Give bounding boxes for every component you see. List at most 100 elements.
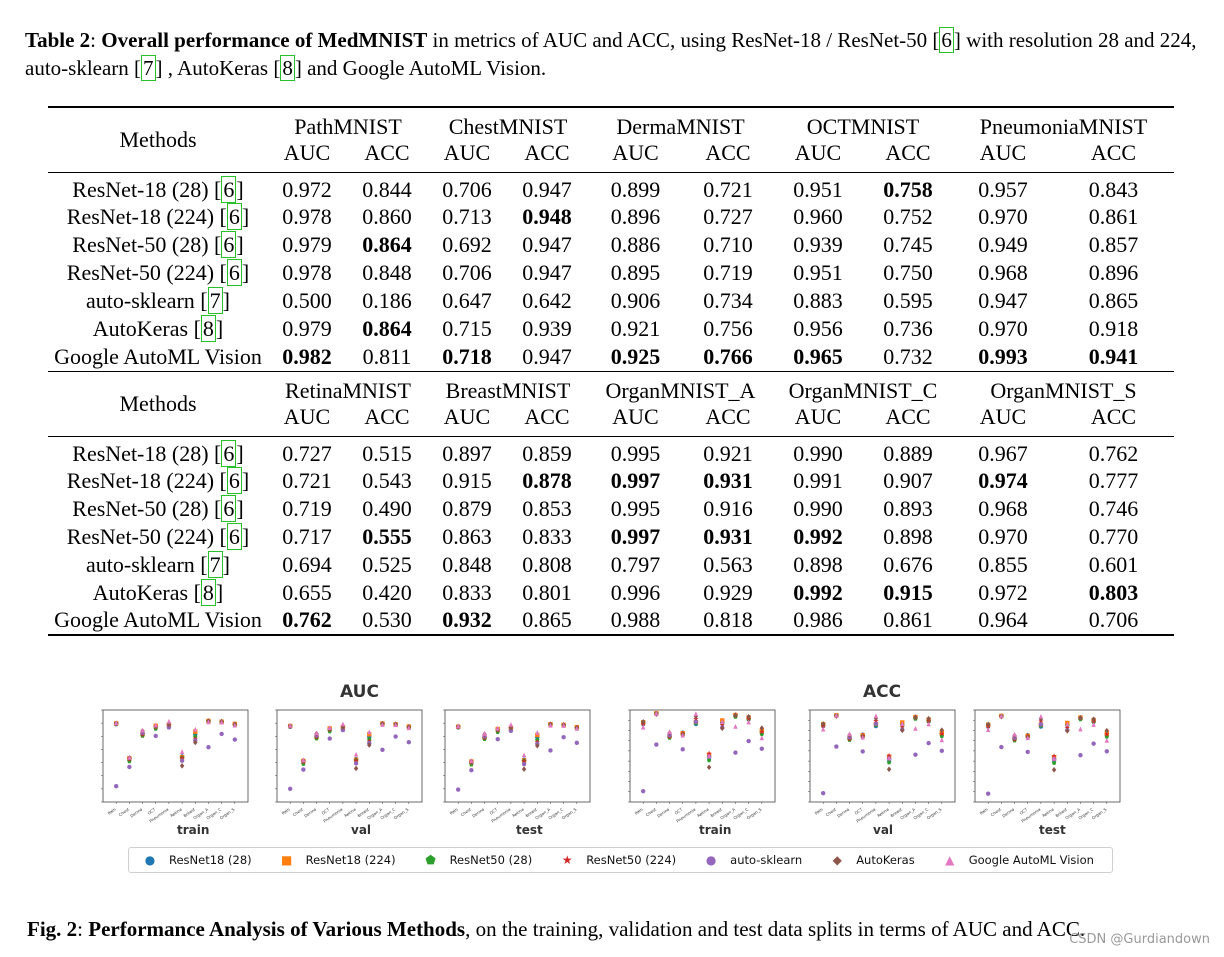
data-point [926, 740, 931, 746]
table-cell: 0.972 [268, 172, 346, 203]
x-tick-label: Retina [169, 806, 183, 818]
table-cell: 0.746 [1088, 495, 1139, 521]
table-cell: 0.941 [1088, 343, 1139, 369]
data-point [913, 752, 918, 757]
citation-link[interactable]: 7 [141, 55, 156, 81]
data-point [287, 722, 293, 728]
table-cell: 0.642 [522, 288, 572, 313]
x-tick-label: Path [814, 806, 824, 815]
citation-link[interactable]: 7 [207, 287, 223, 314]
table-cell: 0.736 [883, 316, 933, 341]
x-tick-label: Path [634, 806, 644, 815]
x-tick-label: OCT [321, 806, 331, 815]
x-tick-label: Organ_S [926, 806, 943, 820]
citation-link[interactable]: 6 [226, 203, 242, 230]
data-point [985, 791, 991, 796]
table-cell: 0.515 [346, 435, 428, 467]
data-point [680, 732, 685, 738]
table-cell: 0.717 [282, 523, 332, 549]
legend-item: ◆ AutoKeras [830, 853, 915, 867]
legend-label: ResNet50 (28) [449, 853, 533, 867]
data-point [886, 752, 892, 759]
table-cell: 0.974 [978, 467, 1028, 493]
table-cell: 0.898 [883, 523, 933, 549]
data-point [834, 744, 839, 749]
table-cell: 0.978 [282, 204, 332, 229]
data-point [847, 731, 852, 737]
data-point [733, 723, 738, 729]
citation-link[interactable]: 6 [226, 466, 242, 494]
data-point [232, 737, 238, 742]
table-cell: 0.706 [428, 172, 506, 203]
metric-header-acc: ACC [885, 140, 931, 165]
table-cell: 0.899 [588, 172, 683, 203]
results-table: Methods PathMNIST ChestMNIST DermaMNIST OCTM… [48, 106, 1174, 636]
legend-label: Google AutoML Vision [968, 853, 1094, 867]
table-cell: 0.766 [703, 343, 753, 369]
data-point [127, 754, 132, 760]
table-cell: 0.718 [442, 343, 492, 369]
figure-legend: ● ResNet18 (28) ■ ResNet18 (224) ⬟ ResNet50 (… [128, 847, 1113, 873]
data-point [759, 746, 765, 751]
data-point [926, 715, 931, 722]
data-point [706, 764, 712, 771]
citation-link[interactable]: 6 [221, 231, 237, 258]
table-cell: 0.995 [610, 495, 661, 521]
table-cell: 0.978 [282, 260, 332, 285]
table-cell: 0.932 [428, 606, 506, 636]
data-point [353, 751, 359, 757]
table-cell: 0.916 [703, 495, 753, 521]
table-cell: 0.951 [773, 172, 863, 203]
citation-link[interactable]: 7 [207, 550, 223, 578]
citation-link[interactable]: 6 [221, 494, 237, 522]
metric-header-acc: ACC [524, 403, 570, 429]
citation-link[interactable]: 6 [939, 27, 954, 53]
table-cell: 0.970 [978, 204, 1028, 229]
table-row: Google AutoML Vision 0.762 0.530 0.932 0.865… [48, 606, 1174, 636]
data-point [706, 750, 712, 757]
table-cell: 0.957 [953, 172, 1053, 203]
table-cell: 0.929 [703, 579, 753, 605]
legend-item: ● ResNet18 (28) [143, 853, 252, 867]
x-tick-label: Chest [292, 806, 305, 817]
table-cell: 0.925 [610, 343, 661, 369]
table-cell: 0.893 [883, 495, 933, 521]
x-tick-label: Path [107, 806, 117, 815]
table-cell: 0.745 [883, 232, 933, 257]
data-point [706, 753, 712, 759]
table-row: ResNet-18 (28) [6] 0.727 0.515 0.897 0.859 0.… [48, 435, 1174, 467]
data-point [900, 727, 905, 734]
split-label-val: val [351, 823, 372, 837]
methods-header: Methods [48, 106, 268, 173]
table-cell: 0.964 [953, 606, 1053, 636]
plot-frame [809, 709, 956, 803]
table-cell: 0.844 [346, 172, 428, 203]
data-point [667, 729, 672, 735]
citation-link[interactable]: 6 [221, 439, 237, 467]
citation-link[interactable]: 6 [226, 259, 242, 286]
caption-text: ] with resolution 28 and 224, auto-sklea… [25, 28, 1197, 80]
method-name: ResNet-50 (28) [6] [72, 494, 244, 522]
table-cell: 0.595 [883, 288, 933, 313]
table-cell: 0.968 [978, 260, 1028, 285]
citation-link[interactable]: 6 [226, 522, 242, 550]
table-cell: 0.895 [610, 260, 661, 285]
citation-link[interactable]: 8 [200, 578, 216, 606]
table-cell: 0.988 [588, 606, 683, 636]
dataset-header: BreastMNIST [428, 370, 588, 404]
citation-link[interactable]: 8 [280, 55, 295, 81]
table-cell: 0.721 [683, 172, 773, 203]
data-point [482, 731, 487, 736]
data-point [127, 764, 132, 770]
caption-text: ] , AutoKeras [ [155, 56, 281, 80]
table-cell: 0.896 [1088, 260, 1139, 285]
data-point [1078, 752, 1083, 758]
table-cell: 0.949 [978, 232, 1028, 257]
data-point [561, 723, 566, 728]
citation-link[interactable]: 8 [200, 315, 216, 342]
citation-link[interactable]: 6 [221, 176, 237, 203]
x-tick-label: OCT [854, 806, 864, 815]
split-label-val: val [873, 823, 894, 837]
